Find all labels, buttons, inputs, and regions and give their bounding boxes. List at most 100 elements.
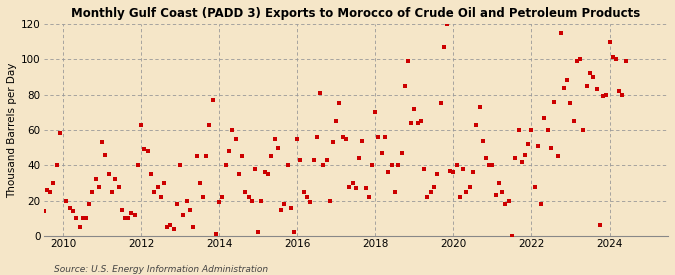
- Point: [526, 128, 537, 132]
- Point: [354, 156, 364, 160]
- Point: [396, 151, 407, 155]
- Point: [425, 190, 436, 194]
- Point: [234, 172, 244, 176]
- Point: [133, 163, 144, 167]
- Point: [464, 184, 475, 189]
- Point: [601, 92, 612, 97]
- Point: [357, 138, 368, 143]
- Point: [431, 172, 442, 176]
- Point: [328, 140, 339, 145]
- Point: [51, 163, 62, 167]
- Point: [441, 22, 452, 26]
- Point: [608, 55, 618, 60]
- Point: [438, 45, 449, 49]
- Point: [539, 116, 549, 120]
- Point: [597, 94, 608, 98]
- Point: [572, 59, 583, 63]
- Point: [188, 225, 198, 229]
- Point: [360, 186, 371, 191]
- Point: [344, 184, 354, 189]
- Point: [380, 135, 391, 139]
- Point: [279, 202, 290, 207]
- Point: [350, 186, 361, 191]
- Point: [286, 205, 296, 210]
- Point: [305, 200, 316, 205]
- Point: [506, 234, 517, 238]
- Point: [298, 190, 309, 194]
- Point: [84, 202, 95, 207]
- Point: [545, 145, 556, 150]
- Point: [246, 199, 257, 203]
- Point: [302, 195, 313, 199]
- Point: [458, 167, 468, 171]
- Point: [292, 137, 302, 141]
- Point: [100, 153, 111, 157]
- Point: [399, 84, 410, 88]
- Point: [493, 181, 504, 185]
- Point: [250, 167, 261, 171]
- Point: [26, 156, 36, 160]
- Point: [217, 195, 227, 199]
- Point: [604, 39, 615, 44]
- Point: [142, 149, 153, 153]
- Point: [445, 168, 456, 173]
- Point: [129, 213, 140, 217]
- Point: [504, 199, 514, 203]
- Point: [48, 181, 59, 185]
- Point: [543, 128, 554, 132]
- Point: [126, 211, 137, 215]
- Point: [168, 227, 179, 231]
- Point: [45, 190, 55, 194]
- Point: [470, 122, 481, 127]
- Point: [412, 121, 423, 125]
- Point: [418, 167, 429, 171]
- Point: [308, 158, 319, 162]
- Point: [136, 122, 146, 127]
- Point: [236, 154, 247, 159]
- Point: [565, 101, 576, 106]
- Point: [90, 177, 101, 182]
- Point: [32, 220, 43, 224]
- Point: [497, 190, 508, 194]
- Point: [416, 119, 427, 123]
- Point: [194, 181, 205, 185]
- Point: [562, 78, 573, 83]
- Point: [207, 98, 218, 102]
- Point: [221, 163, 232, 167]
- Point: [338, 135, 348, 139]
- Point: [266, 154, 277, 159]
- Point: [363, 195, 374, 199]
- Point: [113, 184, 124, 189]
- Point: [171, 202, 182, 207]
- Point: [162, 225, 173, 229]
- Point: [481, 156, 491, 160]
- Point: [214, 200, 225, 205]
- Point: [367, 163, 377, 167]
- Point: [370, 110, 381, 114]
- Point: [595, 223, 605, 228]
- Point: [334, 101, 345, 106]
- Point: [184, 207, 195, 212]
- Point: [617, 92, 628, 97]
- Point: [295, 158, 306, 162]
- Point: [429, 184, 439, 189]
- Point: [77, 216, 88, 221]
- Point: [204, 122, 215, 127]
- Point: [273, 145, 284, 150]
- Point: [263, 172, 273, 176]
- Point: [28, 163, 39, 167]
- Point: [451, 163, 462, 167]
- Point: [55, 131, 65, 136]
- Point: [383, 170, 394, 175]
- Point: [178, 213, 189, 217]
- Point: [556, 31, 566, 35]
- Point: [324, 199, 335, 203]
- Point: [240, 190, 251, 194]
- Point: [614, 89, 624, 93]
- Point: [148, 190, 159, 194]
- Point: [549, 100, 560, 104]
- Point: [389, 190, 400, 194]
- Point: [275, 207, 286, 212]
- Point: [568, 119, 579, 123]
- Point: [61, 199, 72, 203]
